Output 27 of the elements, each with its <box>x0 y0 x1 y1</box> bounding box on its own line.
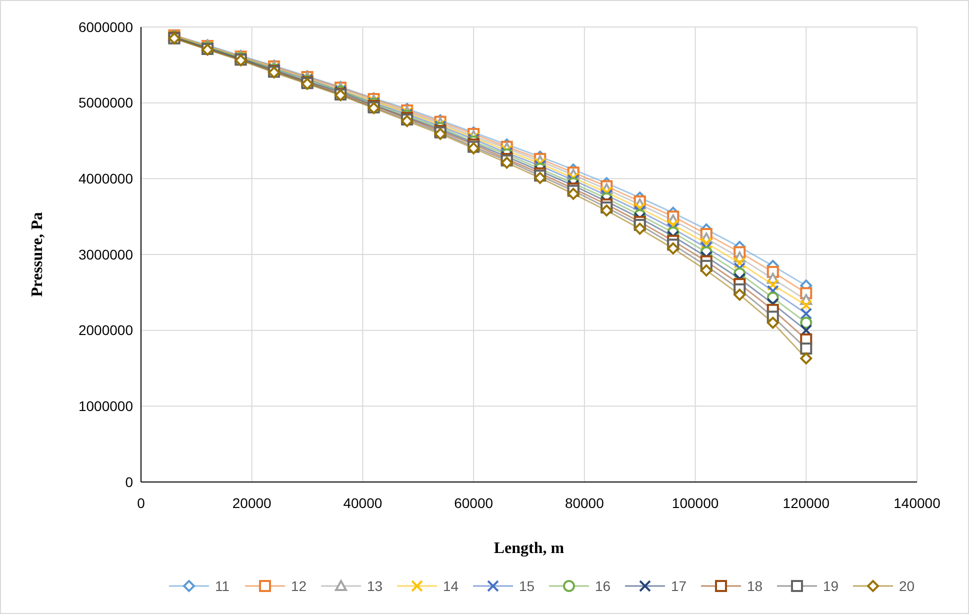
x-tick-label: 60000 <box>454 495 494 511</box>
y-tick-label: 4000000 <box>78 170 134 187</box>
y-tick-label: 6000000 <box>78 18 134 35</box>
x-tick-label: 80000 <box>564 495 604 511</box>
x-tick-label: 120000 <box>782 495 830 511</box>
y-tick-label: 5000000 <box>78 94 134 111</box>
legend-label: 12 <box>291 578 307 594</box>
x-axis-title: Length, m <box>494 540 565 557</box>
legend-label: 17 <box>671 578 687 594</box>
legend-label: 19 <box>823 578 839 594</box>
legend-label: 14 <box>443 578 459 594</box>
x-tick-label: 100000 <box>672 495 719 511</box>
x-tick-label: 20000 <box>232 495 272 511</box>
legend-label: 15 <box>519 578 535 594</box>
y-tick-label: 0 <box>125 474 134 490</box>
x-tick-label: 0 <box>137 495 146 511</box>
legend-label: 20 <box>899 578 915 594</box>
legend-label: 18 <box>747 578 763 594</box>
y-tick-label: 2000000 <box>78 322 134 338</box>
x-tick-label: 40000 <box>343 495 382 511</box>
y-axis-title: Pressure, Pa <box>29 212 46 297</box>
legend-label: 13 <box>367 578 383 594</box>
legend-label: 16 <box>595 578 611 594</box>
x-tick-label: 140000 <box>894 495 941 511</box>
y-tick-label: 3000000 <box>78 246 134 262</box>
legend-label: 11 <box>215 578 230 594</box>
y-tick-label: 1000000 <box>78 398 134 414</box>
